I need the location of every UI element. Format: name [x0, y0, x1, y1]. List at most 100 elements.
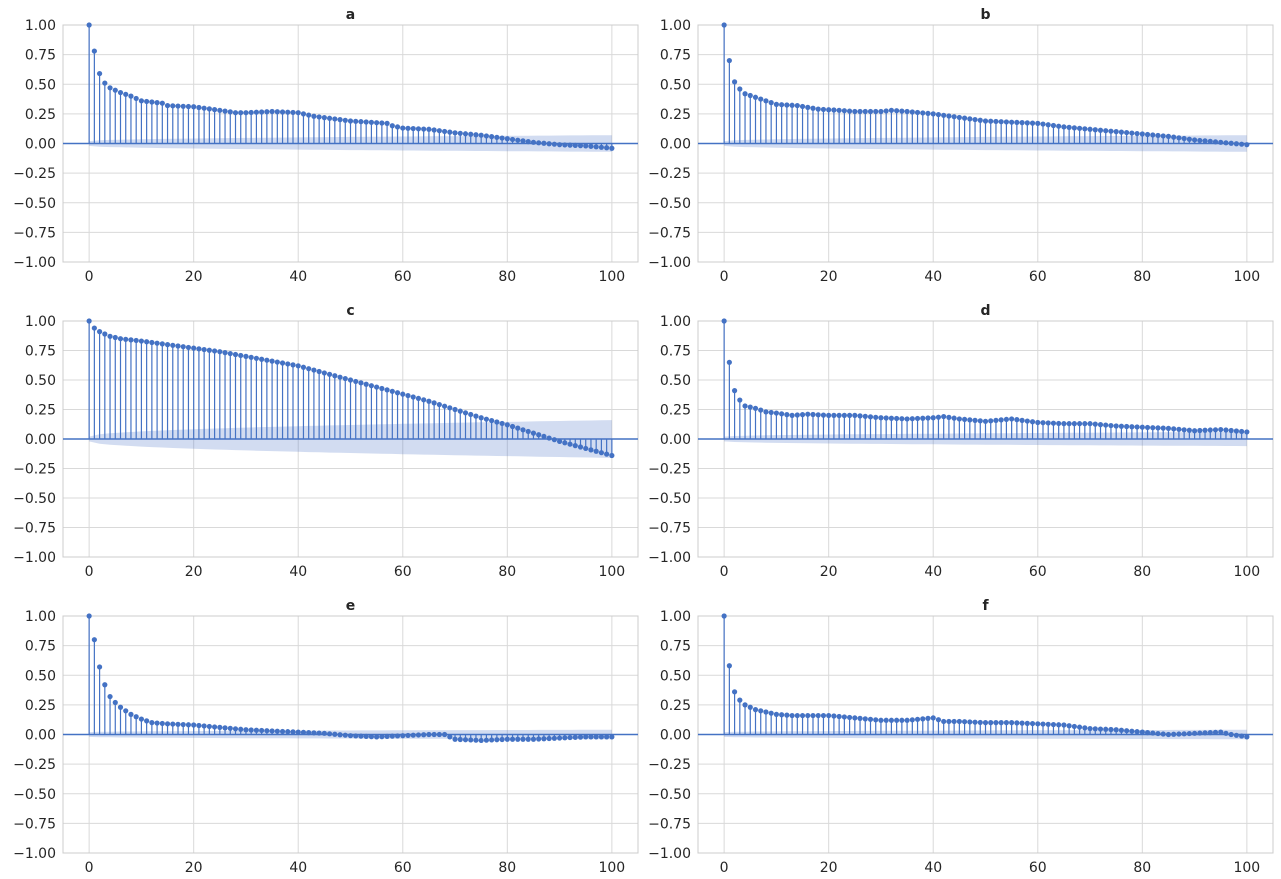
acf-marker: [394, 124, 401, 130]
acf-marker: [441, 731, 448, 738]
y-tick-label: −0.75: [648, 225, 691, 241]
acf-marker: [930, 111, 936, 117]
x-tick-label: 20: [185, 269, 203, 285]
acf-marker: [977, 418, 983, 424]
acf-marker: [227, 725, 233, 731]
acf-marker: [112, 87, 118, 93]
acf-marker: [353, 733, 359, 739]
acf-marker: [888, 107, 895, 113]
acf-marker: [899, 108, 905, 114]
acf-marker: [831, 713, 837, 719]
acf-marker: [1040, 121, 1046, 127]
acf-marker: [138, 98, 145, 104]
y-tick-label: 0.00: [25, 728, 56, 744]
acf-marker: [248, 354, 254, 360]
x-tick-label: 100: [598, 564, 625, 580]
acf-marker: [1144, 730, 1151, 736]
acf-marker: [941, 413, 947, 420]
y-tick-label: 0.75: [25, 344, 56, 360]
y-tick-label: −1.00: [13, 846, 56, 862]
acf-marker: [1071, 421, 1077, 427]
acf-marker: [1061, 421, 1067, 427]
acf-marker: [925, 110, 931, 117]
acf-marker: [1040, 420, 1046, 426]
acf-marker: [1066, 723, 1072, 729]
acf-marker: [1118, 423, 1125, 429]
acf-marker: [572, 142, 578, 148]
acf-marker: [1144, 424, 1151, 431]
acf-marker: [536, 140, 542, 146]
acf-marker: [588, 447, 594, 453]
acf-marker: [337, 117, 343, 123]
acf-marker: [232, 726, 239, 732]
acf-marker: [977, 719, 983, 726]
acf-marker: [567, 142, 573, 148]
acf-marker: [180, 344, 186, 350]
y-tick-label: 0.00: [660, 728, 691, 744]
acf-marker: [164, 721, 171, 727]
acf-marker: [1029, 419, 1036, 425]
acf-marker: [857, 715, 863, 721]
acf-marker: [483, 133, 490, 139]
acf-marker: [951, 415, 957, 421]
panel-title: e: [346, 598, 356, 614]
acf-marker: [773, 711, 780, 717]
acf-marker: [1103, 726, 1109, 732]
acf-marker: [935, 414, 942, 420]
acf-marker: [358, 119, 364, 125]
acf-marker: [1239, 733, 1245, 739]
acf-marker: [588, 734, 594, 740]
acf-marker: [1176, 135, 1182, 141]
acf-marker: [1150, 425, 1156, 431]
acf-marker: [211, 724, 218, 730]
acf-marker: [509, 423, 516, 430]
acf-marker: [1160, 731, 1166, 737]
x-tick-label: 0: [85, 269, 94, 285]
acf-marker: [946, 113, 952, 119]
x-tick-label: 60: [1029, 564, 1047, 580]
acf-marker: [86, 22, 92, 28]
acf-marker: [164, 102, 171, 109]
acf-marker: [1165, 133, 1172, 139]
acf-marker: [1212, 139, 1219, 145]
acf-marker: [726, 663, 732, 669]
acf-marker: [1186, 427, 1192, 433]
acf-marker: [91, 48, 97, 54]
acf-marker: [784, 102, 790, 108]
acf-marker: [935, 717, 942, 723]
acf-marker: [1191, 730, 1198, 736]
x-tick-label: 0: [85, 564, 94, 580]
acf-marker: [1139, 424, 1145, 430]
acf-marker: [747, 92, 753, 99]
acf-marker: [102, 80, 108, 86]
acf-marker: [117, 336, 124, 342]
acf-marker: [530, 139, 537, 145]
acf-marker: [1233, 732, 1240, 738]
acf-marker: [306, 112, 312, 118]
acf-marker: [1160, 425, 1166, 431]
y-tick-label: −1.00: [648, 846, 691, 862]
acf-marker: [394, 390, 401, 396]
acf-marker: [1239, 428, 1245, 435]
y-tick-label: −0.25: [648, 757, 691, 773]
acf-marker: [820, 106, 827, 113]
acf-marker: [107, 85, 113, 91]
acf-marker: [721, 613, 727, 619]
acf-marker: [353, 378, 359, 385]
acf-marker: [285, 109, 291, 115]
acf-marker: [737, 697, 743, 703]
acf-marker: [1035, 120, 1041, 126]
acf-marker: [982, 720, 989, 726]
x-tick-label: 80: [1133, 269, 1151, 285]
acf-marker: [379, 734, 385, 740]
acf-marker: [820, 412, 827, 418]
acf-marker: [494, 134, 500, 140]
acf-marker: [562, 142, 568, 148]
acf-marker: [779, 102, 785, 108]
acf-marker: [726, 359, 732, 365]
acf-marker: [133, 337, 139, 344]
acf-marker: [473, 737, 479, 743]
acf-marker: [925, 715, 931, 721]
acf-marker: [1176, 426, 1182, 432]
x-tick-label: 20: [820, 564, 838, 580]
